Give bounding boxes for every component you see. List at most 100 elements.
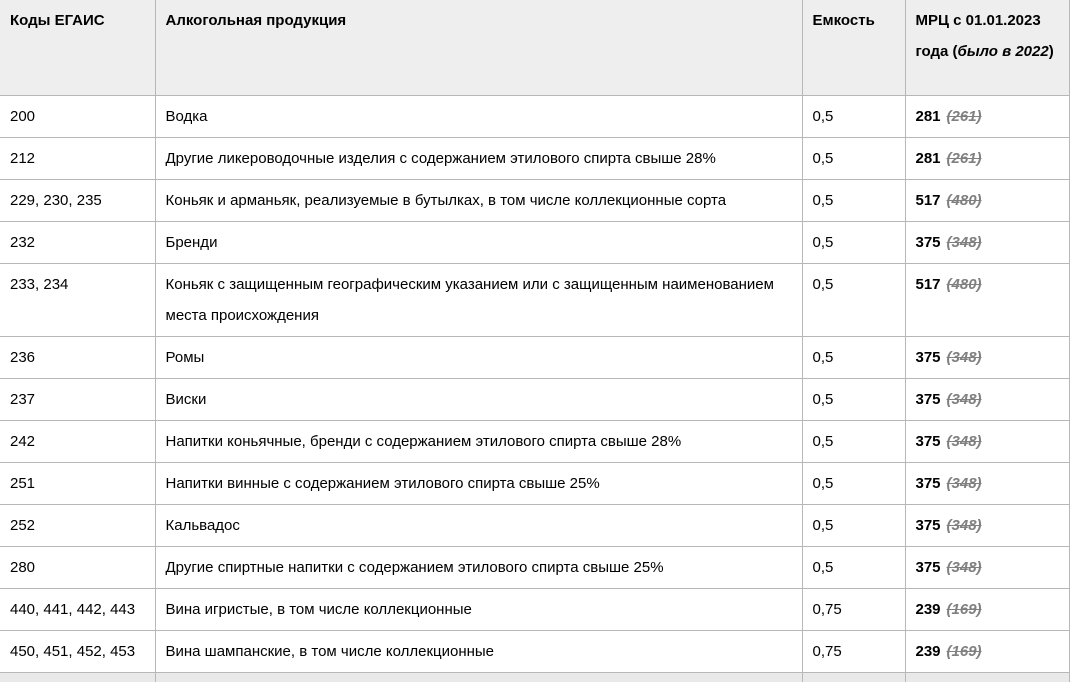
table-body: 200 Водка 0,5 281 (261) 212 Другие ликеро… [0, 95, 1070, 682]
product-cell: Коньяк и арманьяк, реализуемые в бутылка… [154, 179, 803, 222]
column-header-price: МРЦ с 01.01.2023 года (было в 2022) [904, 0, 1070, 96]
partial-cell [154, 672, 803, 682]
capacity-cell: 0,75 [801, 588, 906, 631]
capacity-cell: 0,5 [801, 137, 906, 180]
capacity-cell: 0,5 [801, 221, 906, 264]
egais-codes-cell: 232 [0, 221, 156, 264]
price-old-value: (348) [946, 559, 982, 576]
price-new-value: 375 [915, 433, 941, 450]
price-new-value: 281 [915, 108, 941, 125]
price-cell: 517 (480) [904, 179, 1070, 222]
price-old-value: (348) [946, 234, 982, 251]
price-cell: 281 (261) [904, 137, 1070, 180]
price-cell: 239 (169) [904, 588, 1070, 631]
table-row: 212 Другие ликероводочные изделия с соде… [0, 137, 1070, 180]
capacity-cell: 0,5 [801, 336, 906, 379]
price-new-value: 517 [915, 192, 941, 209]
header-row: Коды ЕГАИС Алкогольная продукция Емкость… [0, 0, 1070, 96]
partial-next-row [0, 672, 1070, 682]
egais-codes-cell: 251 [0, 462, 156, 505]
product-cell: Напитки винные с содержанием этилового с… [154, 462, 803, 505]
price-cell: 517 (480) [904, 263, 1070, 337]
egais-codes-cell: 242 [0, 420, 156, 463]
capacity-cell: 0,5 [801, 546, 906, 589]
price-old-value: (261) [946, 150, 982, 167]
price-old-value: (348) [946, 433, 982, 450]
price-cell: 375 (348) [904, 378, 1070, 421]
egais-codes-cell: 212 [0, 137, 156, 180]
egais-codes-cell: 237 [0, 378, 156, 421]
price-old-value: (169) [946, 643, 982, 660]
capacity-cell: 0,5 [801, 420, 906, 463]
price-new-value: 239 [915, 601, 941, 618]
column-header-capacity: Емкость [801, 0, 906, 96]
price-old-value: (348) [946, 391, 982, 408]
capacity-cell: 0,5 [801, 462, 906, 505]
capacity-cell: 0,5 [801, 179, 906, 222]
price-new-value: 239 [915, 643, 941, 660]
egais-codes-cell: 233, 234 [0, 263, 156, 337]
price-header-prefix: МРЦ с 01.01.2023 года ( [915, 12, 1041, 60]
egais-codes-cell: 440, 441, 442, 443 [0, 588, 156, 631]
price-old-value: (348) [946, 475, 982, 492]
price-new-value: 375 [915, 349, 941, 366]
capacity-cell: 0,5 [801, 504, 906, 547]
product-cell: Напитки коньячные, бренди с содержанием … [154, 420, 803, 463]
price-old-value: (348) [946, 517, 982, 534]
table-row: 251 Напитки винные с содержанием этилово… [0, 462, 1070, 505]
price-cell: 375 (348) [904, 336, 1070, 379]
price-cell: 375 (348) [904, 504, 1070, 547]
table-row: 233, 234 Коньяк с защищенным географичес… [0, 263, 1070, 337]
partial-cell [0, 672, 156, 682]
product-cell: Виски [154, 378, 803, 421]
price-new-value: 375 [915, 559, 941, 576]
capacity-cell: 0,5 [801, 95, 906, 138]
price-new-value: 375 [915, 517, 941, 534]
egais-codes-cell: 229, 230, 235 [0, 179, 156, 222]
price-cell: 375 (348) [904, 462, 1070, 505]
egais-codes-cell: 252 [0, 504, 156, 547]
partial-cell [904, 672, 1070, 682]
product-cell: Другие ликероводочные изделия с содержан… [154, 137, 803, 180]
product-cell: Вина шампанские, в том числе коллекционн… [154, 630, 803, 673]
table-row: 236 Ромы 0,5 375 (348) [0, 336, 1070, 379]
table-row: 232 Бренди 0,5 375 (348) [0, 221, 1070, 264]
price-old-value: (261) [946, 108, 982, 125]
table-row: 440, 441, 442, 443 Вина игристые, в том … [0, 588, 1070, 631]
product-cell: Вина игристые, в том числе коллекционные [154, 588, 803, 631]
price-new-value: 281 [915, 150, 941, 167]
column-header-egais-codes: Коды ЕГАИС [0, 0, 156, 96]
table-row: 200 Водка 0,5 281 (261) [0, 95, 1070, 138]
price-new-value: 375 [915, 391, 941, 408]
table-row: 242 Напитки коньячные, бренди с содержан… [0, 420, 1070, 463]
product-cell: Бренди [154, 221, 803, 264]
table-row: 252 Кальвадос 0,5 375 (348) [0, 504, 1070, 547]
price-old-value: (348) [946, 349, 982, 366]
price-cell: 281 (261) [904, 95, 1070, 138]
column-header-product: Алкогольная продукция [154, 0, 803, 96]
product-cell: Водка [154, 95, 803, 138]
partial-cell [801, 672, 906, 682]
table-row: 229, 230, 235 Коньяк и арманьяк, реализу… [0, 179, 1070, 222]
table-row: 450, 451, 452, 453 Вина шампанские, в то… [0, 630, 1070, 673]
price-cell: 375 (348) [904, 420, 1070, 463]
price-header-suffix: ) [1048, 43, 1054, 60]
product-cell: Коньяк с защищенным географическим указа… [154, 263, 803, 337]
egais-codes-cell: 200 [0, 95, 156, 138]
egais-codes-cell: 450, 451, 452, 453 [0, 630, 156, 673]
egais-codes-cell: 280 [0, 546, 156, 589]
price-old-value: (480) [946, 192, 982, 209]
capacity-cell: 0,75 [801, 630, 906, 673]
table-row: 237 Виски 0,5 375 (348) [0, 378, 1070, 421]
capacity-cell: 0,5 [801, 263, 906, 337]
price-cell: 375 (348) [904, 221, 1070, 264]
price-cell: 375 (348) [904, 546, 1070, 589]
product-cell: Ромы [154, 336, 803, 379]
price-new-value: 375 [915, 475, 941, 492]
egais-codes-cell: 236 [0, 336, 156, 379]
price-new-value: 375 [915, 234, 941, 251]
product-cell: Другие спиртные напитки с содержанием эт… [154, 546, 803, 589]
capacity-cell: 0,5 [801, 378, 906, 421]
table-row: 280 Другие спиртные напитки с содержание… [0, 546, 1070, 589]
